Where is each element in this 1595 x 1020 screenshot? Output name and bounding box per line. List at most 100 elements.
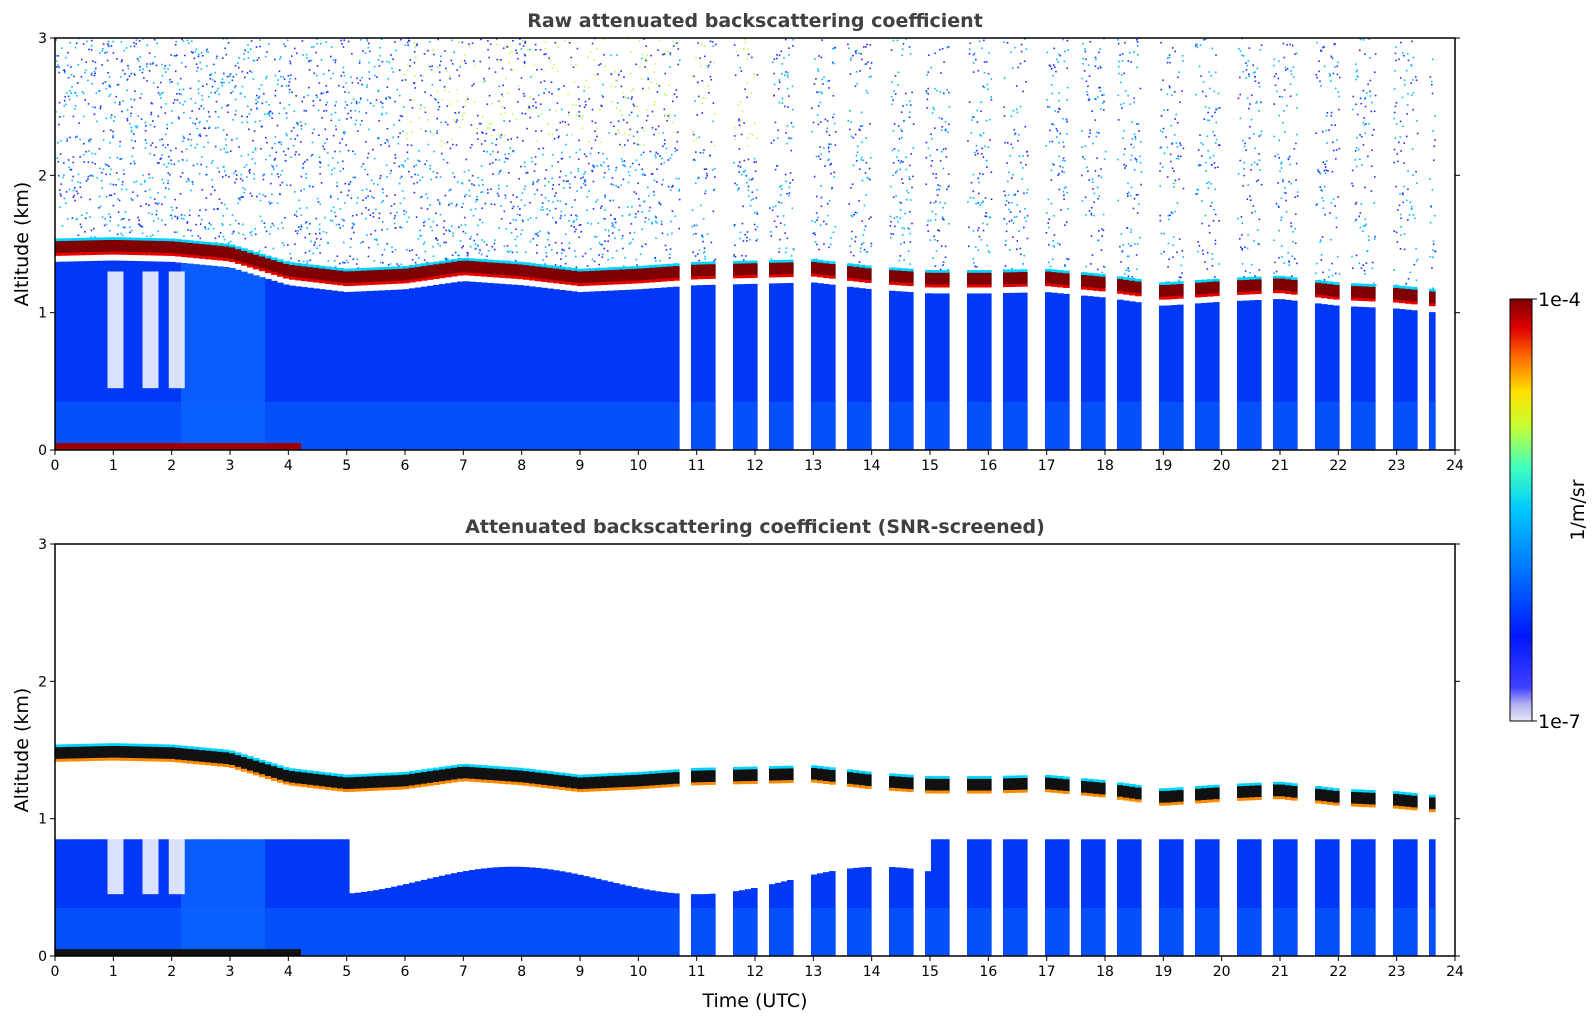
surface-layer-cell bbox=[703, 401, 710, 450]
cloud-base-cell bbox=[673, 277, 680, 281]
noise-pixel bbox=[1018, 230, 1020, 232]
noise-pixel bbox=[638, 40, 641, 43]
noise-pixel bbox=[935, 200, 937, 203]
noise-pixel bbox=[338, 119, 341, 121]
noise-pixel bbox=[990, 78, 993, 80]
cloud-layer-cell bbox=[1135, 281, 1142, 294]
noise-pixel bbox=[703, 250, 706, 253]
noise-pixel bbox=[614, 221, 617, 224]
noise-pixel bbox=[1099, 31, 1101, 33]
noise-pixel bbox=[1160, 88, 1163, 91]
noise-pixel bbox=[661, 232, 664, 235]
noise-pixel bbox=[161, 219, 163, 222]
noise-pixel bbox=[464, 35, 466, 37]
noise-pixel bbox=[413, 82, 415, 84]
noise-pixel bbox=[596, 47, 599, 50]
noise-pixel bbox=[393, 222, 396, 225]
noise-pixel bbox=[271, 222, 274, 225]
noise-pixel bbox=[444, 89, 446, 92]
noise-pixel bbox=[199, 133, 201, 136]
cloud-base-cell bbox=[403, 280, 410, 284]
noise-pixel bbox=[550, 249, 553, 251]
noise-pixel bbox=[65, 91, 68, 94]
cloud-layer-cell bbox=[487, 262, 494, 275]
noise-pixel bbox=[455, 144, 458, 146]
noise-pixel bbox=[423, 106, 426, 109]
noise-pixel bbox=[167, 182, 169, 185]
noise-pixel bbox=[444, 142, 446, 145]
noise-pixel bbox=[273, 168, 275, 171]
noise-pixel bbox=[222, 129, 225, 131]
noise-pixel bbox=[632, 87, 634, 90]
noise-pixel bbox=[297, 229, 299, 232]
noise-pixel bbox=[421, 176, 424, 179]
noise-pixel bbox=[301, 40, 304, 42]
noise-pixel bbox=[1086, 166, 1088, 169]
noise-pixel bbox=[226, 151, 229, 154]
noise-pixel bbox=[1140, 183, 1142, 186]
noise-pixel bbox=[1121, 107, 1123, 109]
noise-pixel bbox=[594, 200, 597, 203]
noise-pixel bbox=[832, 116, 834, 119]
noise-pixel bbox=[707, 66, 709, 69]
noise-pixel bbox=[404, 79, 407, 81]
noise-pixel bbox=[386, 139, 388, 141]
cloud-layer-cell bbox=[241, 251, 248, 264]
aerosol-layer-cell bbox=[1207, 302, 1214, 450]
noise-pixel bbox=[739, 120, 742, 122]
noise-pixel bbox=[127, 67, 130, 70]
cloud-layer-cell bbox=[433, 264, 440, 277]
noise-pixel bbox=[787, 76, 789, 78]
cloud-layer-cell bbox=[637, 268, 644, 281]
noise-pixel bbox=[130, 129, 133, 132]
noise-pixel bbox=[436, 239, 439, 241]
cloud-layer-cell bbox=[889, 270, 896, 283]
noise-pixel bbox=[593, 166, 595, 169]
noise-pixel bbox=[378, 137, 380, 139]
cloud-base-cell bbox=[211, 256, 218, 260]
noise-pixel bbox=[1178, 238, 1181, 240]
noise-pixel bbox=[439, 176, 442, 178]
noise-pixel bbox=[831, 61, 834, 64]
noise-pixel bbox=[1062, 117, 1064, 120]
noise-pixel bbox=[1175, 157, 1178, 160]
noise-pixel bbox=[73, 75, 75, 78]
noise-pixel bbox=[677, 63, 679, 66]
noise-pixel bbox=[437, 101, 440, 104]
noise-pixel bbox=[655, 216, 658, 219]
noise-pixel bbox=[239, 196, 242, 199]
noise-pixel bbox=[672, 40, 675, 43]
cloud-base-cell bbox=[259, 268, 266, 272]
cloud-base-cell bbox=[1129, 292, 1136, 296]
aerosol-layer-cell bbox=[697, 285, 704, 450]
noise-pixel bbox=[341, 43, 343, 45]
noise-pixel bbox=[585, 155, 588, 158]
noise-pixel bbox=[1178, 71, 1180, 73]
noise-pixel bbox=[110, 114, 113, 116]
noise-pixel bbox=[131, 155, 134, 158]
cloud-layer-cell bbox=[385, 269, 392, 282]
cloud-layer-cell bbox=[469, 261, 476, 274]
noise-pixel bbox=[68, 98, 71, 101]
noise-pixel bbox=[170, 163, 173, 165]
surface-layer-cell bbox=[631, 401, 638, 450]
noise-pixel bbox=[1163, 109, 1166, 111]
cloud-base-cell bbox=[355, 282, 362, 286]
noise-pixel bbox=[650, 81, 652, 84]
noise-pixel bbox=[492, 129, 495, 131]
noise-pixel bbox=[615, 169, 617, 172]
noise-pixel bbox=[92, 175, 94, 177]
noise-pixel bbox=[366, 38, 368, 40]
noise-pixel bbox=[1208, 107, 1211, 109]
noise-pixel bbox=[276, 124, 279, 127]
noise-pixel bbox=[112, 40, 114, 43]
noise-pixel bbox=[406, 132, 408, 135]
noise-pixel bbox=[1066, 39, 1069, 42]
noise-pixel bbox=[318, 228, 321, 231]
noise-pixel bbox=[357, 267, 360, 269]
noise-pixel bbox=[979, 204, 981, 206]
noise-pixel bbox=[1129, 245, 1132, 247]
noise-pixel bbox=[265, 136, 267, 139]
cloud-layer-cell bbox=[559, 269, 566, 282]
noise-pixel bbox=[823, 220, 825, 223]
